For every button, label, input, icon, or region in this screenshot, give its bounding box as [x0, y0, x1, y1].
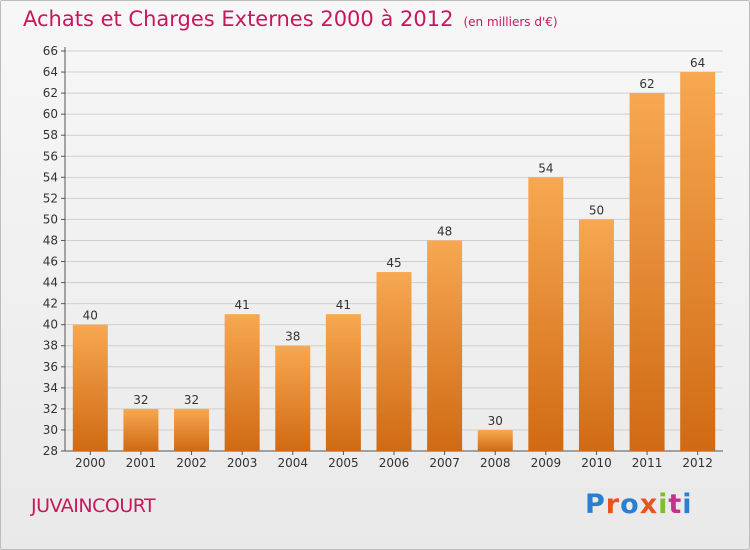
bar	[123, 408, 159, 451]
bar	[376, 272, 412, 451]
bar	[275, 345, 311, 451]
bar	[72, 324, 108, 451]
x-tick-label: 2004	[277, 456, 308, 470]
bar	[578, 219, 614, 451]
bar-value-label: 30	[488, 414, 503, 428]
bar-value-label: 48	[437, 224, 452, 238]
bar	[174, 408, 210, 451]
y-tick-label: 66	[43, 44, 58, 58]
proxiti-logo: Proxiti	[585, 489, 693, 520]
x-tick-label: 2009	[531, 456, 562, 470]
y-tick-label: 54	[43, 170, 58, 184]
y-tick-label: 58	[43, 128, 58, 142]
y-tick-label: 42	[43, 297, 58, 311]
bar	[224, 314, 260, 451]
bar-value-label: 41	[235, 298, 250, 312]
logo-letter: o	[620, 489, 640, 520]
bar-value-label: 32	[184, 393, 199, 407]
town-name: JUVAINCOURT	[31, 495, 156, 517]
x-tick-label: 2005	[328, 456, 359, 470]
x-tick-label: 2011	[632, 456, 663, 470]
y-tick-label: 56	[43, 149, 58, 163]
bar	[629, 93, 665, 452]
y-tick-label: 34	[43, 381, 58, 395]
y-tick-label: 44	[43, 276, 58, 290]
y-tick-label: 52	[43, 191, 58, 205]
y-tick-label: 40	[43, 318, 58, 332]
bar-value-label: 32	[133, 393, 148, 407]
bar-value-label: 41	[336, 298, 351, 312]
y-tick-label: 38	[43, 339, 58, 353]
y-tick-label: 36	[43, 360, 58, 374]
y-tick-label: 30	[43, 423, 58, 437]
bar-value-label: 50	[589, 203, 604, 217]
x-tick-label: 2006	[379, 456, 410, 470]
bar	[325, 314, 361, 451]
y-tick-label: 64	[43, 65, 58, 79]
chart-title: Achats et Charges Externes 2000 à 2012 (e…	[23, 7, 558, 31]
y-tick-label: 46	[43, 255, 58, 269]
bar-value-label: 54	[538, 161, 553, 175]
y-tick-label: 50	[43, 212, 58, 226]
x-tick-label: 2007	[429, 456, 460, 470]
bar	[427, 240, 463, 451]
bar-value-label: 64	[690, 56, 705, 70]
x-tick-label: 2002	[176, 456, 207, 470]
x-tick-label: 2001	[126, 456, 157, 470]
x-tick-label: 2008	[480, 456, 511, 470]
x-tick-label: 2012	[682, 456, 713, 470]
y-tick-label: 62	[43, 86, 58, 100]
y-tick-label: 48	[43, 233, 58, 247]
logo-letter: r	[605, 489, 621, 520]
y-tick-label: 28	[43, 444, 58, 458]
x-tick-label: 2003	[227, 456, 258, 470]
chart-title-text: Achats et Charges Externes 2000 à 2012	[23, 7, 454, 31]
x-tick-label: 2000	[75, 456, 106, 470]
bar	[528, 177, 564, 451]
chart-unit: (en milliers d'€)	[463, 15, 558, 29]
bar	[680, 72, 716, 451]
logo-letter: i	[658, 489, 669, 520]
logo-letter: x	[639, 489, 659, 520]
bar-value-label: 38	[285, 330, 300, 344]
y-tick-label: 60	[43, 107, 58, 121]
logo-letter: i	[682, 489, 693, 520]
logo-letter: t	[668, 489, 683, 520]
logo-letter: P	[585, 489, 606, 520]
y-tick-label: 32	[43, 402, 58, 416]
bar-value-label: 62	[639, 77, 654, 91]
x-tick-label: 2010	[581, 456, 612, 470]
bar	[477, 429, 513, 451]
bar-value-label: 40	[83, 309, 98, 323]
bar-value-label: 45	[386, 256, 401, 270]
